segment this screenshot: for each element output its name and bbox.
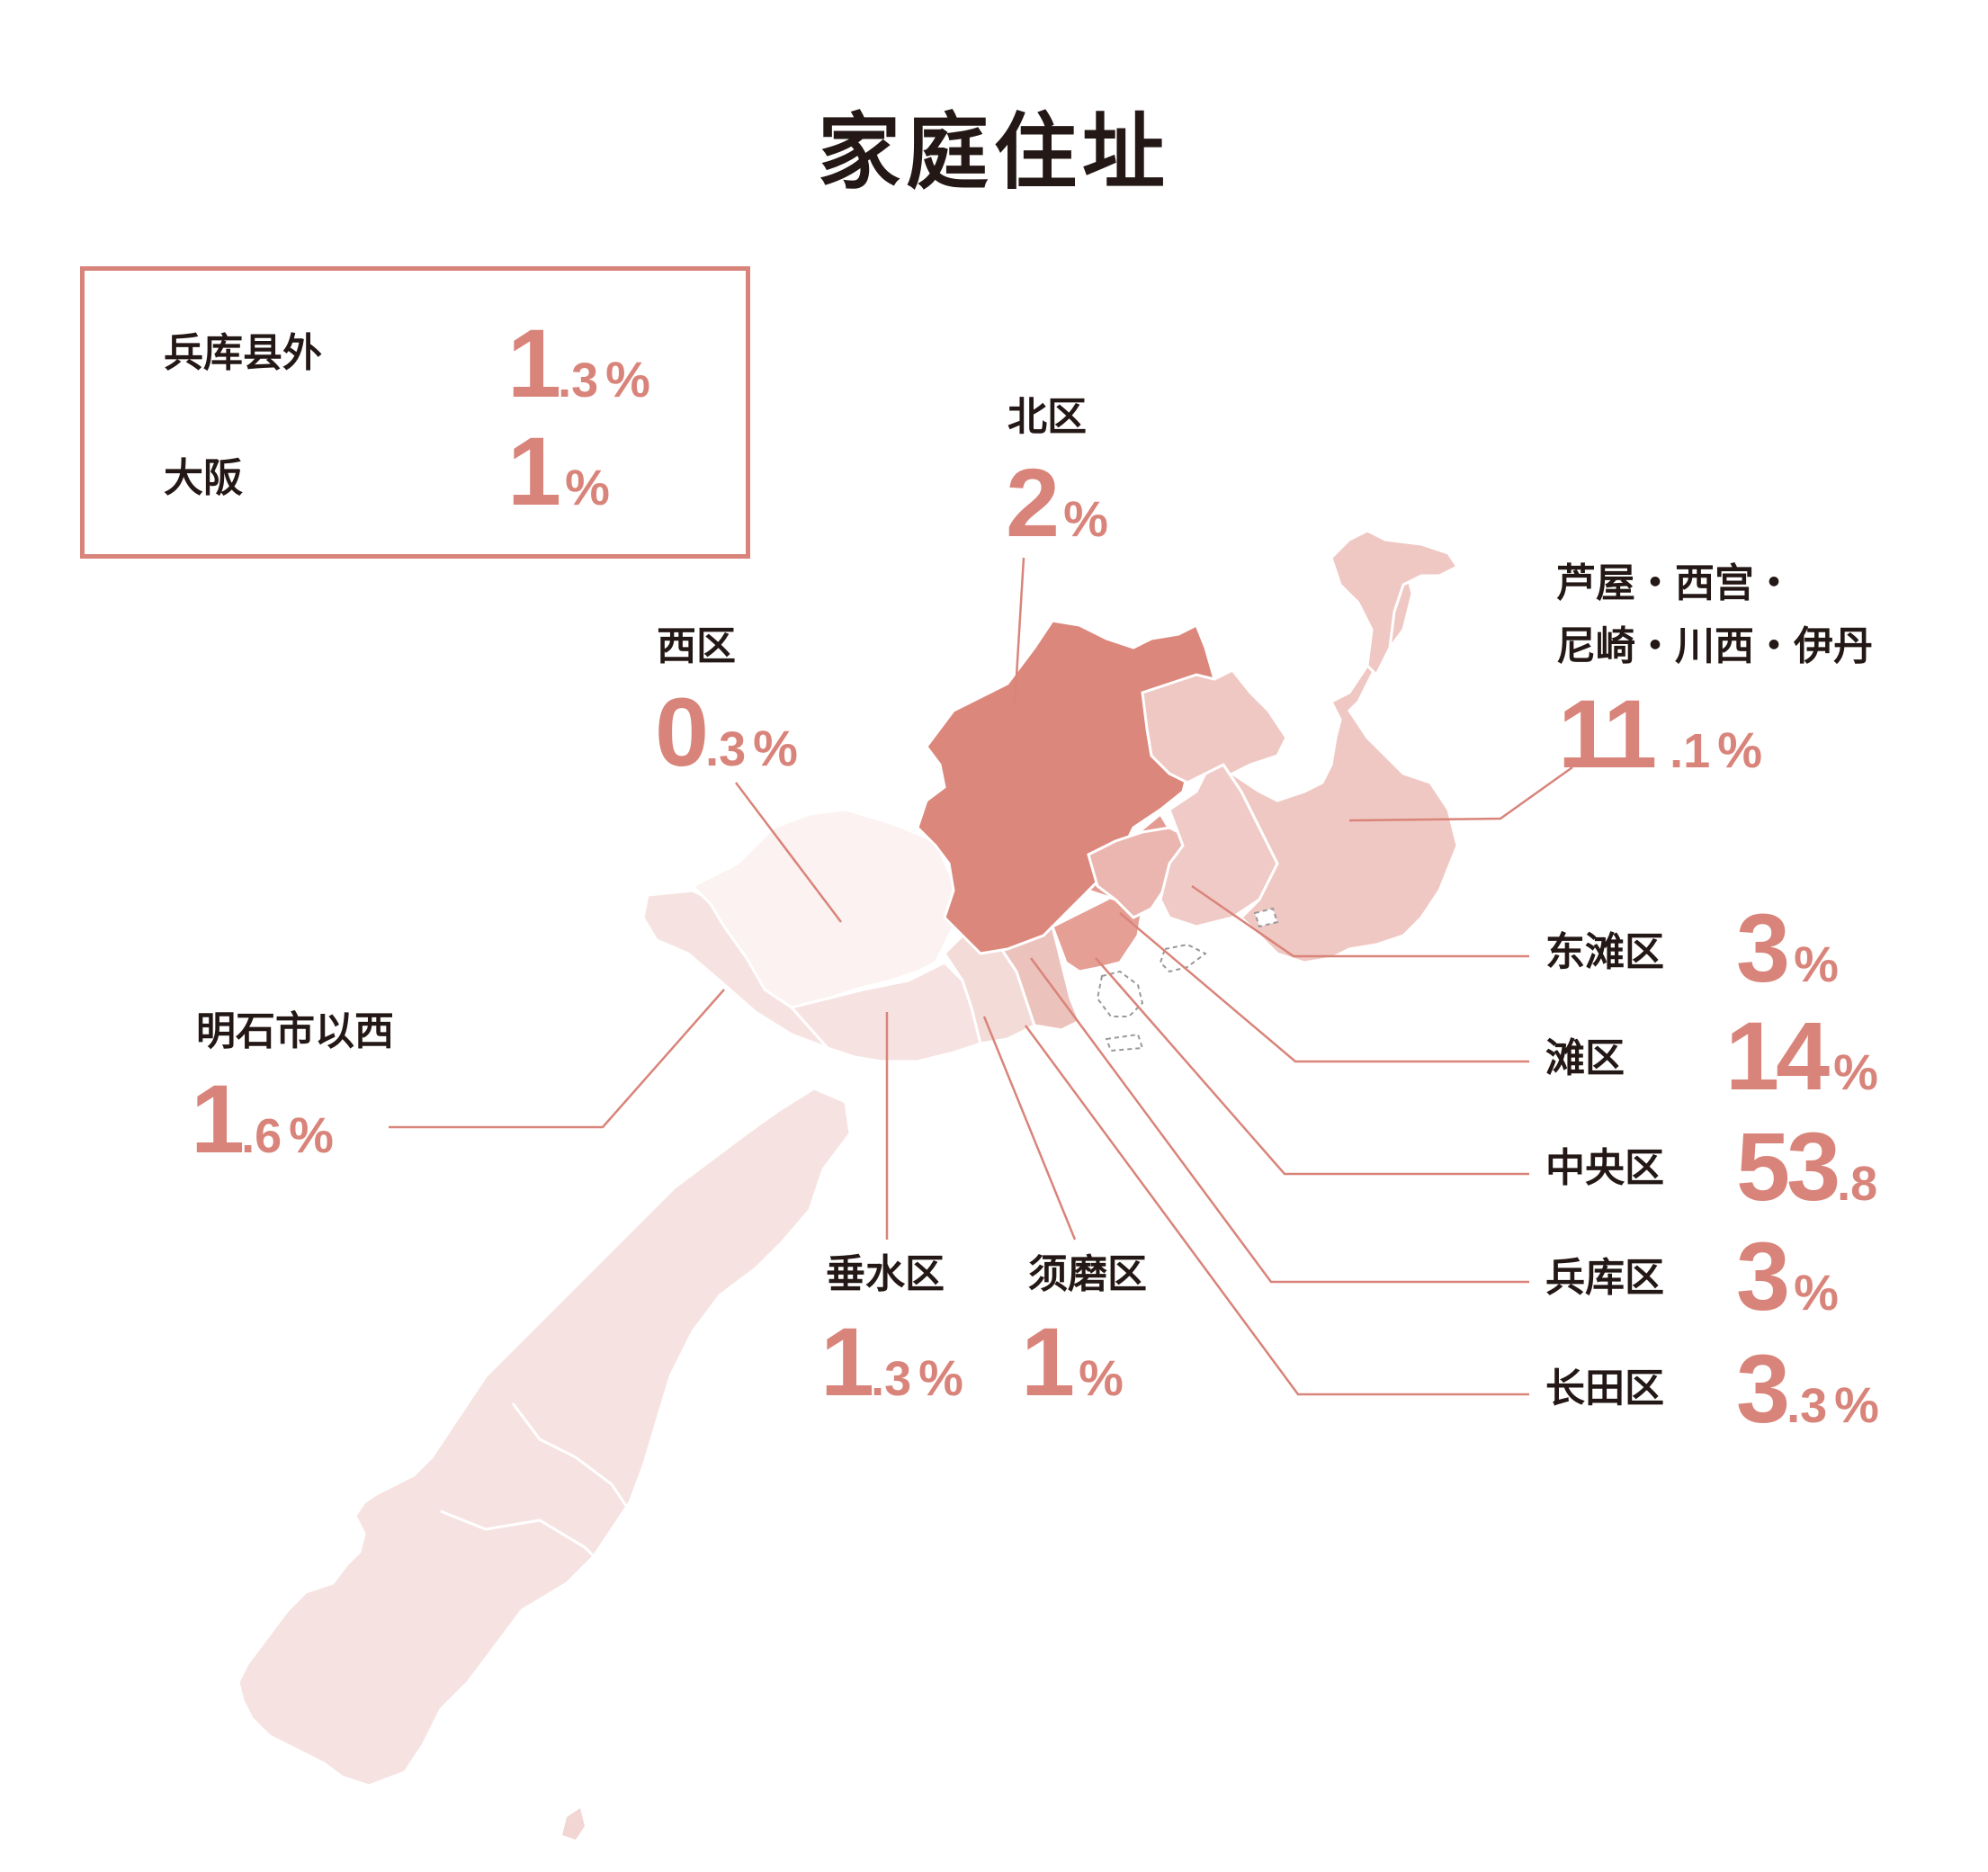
label-nishi: 西区 bbox=[657, 623, 736, 669]
value-dec: .3 bbox=[871, 1352, 912, 1406]
value-int: 3 bbox=[1736, 1334, 1790, 1443]
value-pct: % bbox=[565, 459, 610, 515]
value-dec: .3 bbox=[705, 722, 747, 776]
leader-suma bbox=[982, 1016, 1077, 1241]
outside-label-osaka: 大阪 bbox=[164, 455, 243, 501]
value-dec: .6 bbox=[241, 1109, 282, 1163]
value-chuo: 53.8 bbox=[1736, 1118, 1877, 1215]
label-ashiya-line2: 尼崎・川西・伊丹 bbox=[1556, 623, 1873, 669]
label-ashiya-line1: 芦屋・西宫・ bbox=[1556, 560, 1794, 606]
region-awaji bbox=[237, 1087, 852, 1787]
value-nagata: 3.3% bbox=[1736, 1340, 1879, 1438]
value-pct: % bbox=[1063, 490, 1108, 547]
value-ashiya: 11.1% bbox=[1558, 685, 1762, 783]
value-nishi: 0.3% bbox=[655, 684, 798, 781]
value-int: 1 bbox=[507, 416, 561, 525]
value-dec: .1 bbox=[1670, 724, 1711, 778]
value-pct: % bbox=[1833, 1043, 1878, 1100]
value-pct: % bbox=[1794, 936, 1839, 992]
outside-value-hyogo: 1.3% bbox=[507, 315, 650, 412]
value-suma: 1% bbox=[1021, 1313, 1124, 1411]
value-dec: .3 bbox=[558, 354, 599, 408]
value-pct: % bbox=[1834, 1376, 1879, 1433]
value-kita: 2% bbox=[1006, 454, 1108, 551]
value-higashinada: 3% bbox=[1736, 900, 1839, 997]
value-int: 0 bbox=[655, 677, 709, 786]
label-tarumi: 垂水区 bbox=[826, 1251, 945, 1297]
region-nishi bbox=[690, 808, 955, 1009]
page-title: 家庭住址 bbox=[817, 104, 1170, 201]
value-int: 1 bbox=[191, 1064, 245, 1173]
label-suma: 须磨区 bbox=[1028, 1251, 1147, 1297]
value-nada: 14% bbox=[1725, 1008, 1878, 1105]
value-dec: .3 bbox=[1787, 1379, 1828, 1433]
value-pct: % bbox=[918, 1349, 963, 1406]
value-int: 1 bbox=[820, 1307, 874, 1416]
region-itami-north bbox=[1330, 529, 1460, 677]
value-tarumi: 1.3% bbox=[820, 1313, 963, 1411]
leader-chuo bbox=[1095, 957, 1529, 1176]
value-pct: % bbox=[1079, 1349, 1124, 1406]
outside-value-osaka: 1% bbox=[507, 423, 610, 520]
value-pct: % bbox=[605, 351, 650, 408]
value-akashi: 1.6% bbox=[191, 1070, 334, 1168]
leader-hyogo bbox=[1029, 957, 1529, 1284]
outside-label-hyogo: 兵库县外 bbox=[164, 330, 322, 376]
value-int: 1 bbox=[507, 309, 561, 417]
leader-nada bbox=[1119, 912, 1529, 1063]
label-chuo: 中央区 bbox=[1545, 1145, 1664, 1191]
leader-higashinada bbox=[1191, 884, 1529, 958]
leader-nishi bbox=[735, 782, 842, 923]
value-int: 1 bbox=[1021, 1307, 1075, 1416]
value-int: 11 bbox=[1558, 679, 1657, 788]
value-int: 53 bbox=[1736, 1112, 1840, 1221]
outside-prefecture-box bbox=[80, 266, 750, 559]
value-dec: .8 bbox=[1837, 1157, 1878, 1211]
value-pct: % bbox=[289, 1106, 334, 1163]
label-nada: 滩区 bbox=[1545, 1035, 1625, 1081]
region-small-island bbox=[562, 1808, 585, 1840]
label-higashinada: 东滩区 bbox=[1545, 929, 1664, 975]
value-int: 14 bbox=[1725, 1001, 1830, 1110]
value-int: 3 bbox=[1736, 1222, 1790, 1330]
label-nagata: 长田区 bbox=[1545, 1366, 1664, 1411]
port-islands bbox=[1096, 907, 1279, 1052]
region-hyogo bbox=[1051, 883, 1144, 973]
value-pct: % bbox=[1717, 721, 1763, 778]
value-int: 3 bbox=[1736, 893, 1790, 1002]
leader-kita bbox=[1013, 557, 1025, 707]
label-hyogo: 兵库区 bbox=[1545, 1255, 1664, 1301]
leader-ashiya bbox=[1348, 766, 1573, 822]
value-hyogo: 3% bbox=[1736, 1228, 1839, 1325]
label-kita: 北区 bbox=[1007, 394, 1087, 440]
leader-lines bbox=[389, 557, 1573, 1396]
value-pct: % bbox=[753, 720, 798, 776]
leader-akashi bbox=[389, 989, 725, 1129]
label-akashi: 明石市以西 bbox=[196, 1008, 394, 1054]
value-int: 2 bbox=[1006, 448, 1060, 557]
leader-nagata bbox=[1024, 1025, 1529, 1396]
value-pct: % bbox=[1794, 1264, 1839, 1321]
